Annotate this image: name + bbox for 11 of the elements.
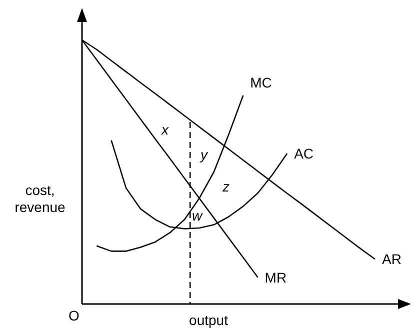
annotation: y	[200, 146, 208, 163]
y-axis-title: cost, revenue	[14, 182, 66, 215]
annotation: x	[160, 122, 170, 138]
annotation: w	[192, 208, 203, 224]
series-label: MC	[250, 74, 272, 90]
annotation: z	[222, 178, 230, 195]
x-axis-title: output	[189, 312, 228, 328]
series-label: MR	[264, 269, 287, 286]
series-label: AC	[294, 146, 314, 162]
series-label: AR	[382, 251, 402, 268]
text: O	[68, 308, 80, 324]
